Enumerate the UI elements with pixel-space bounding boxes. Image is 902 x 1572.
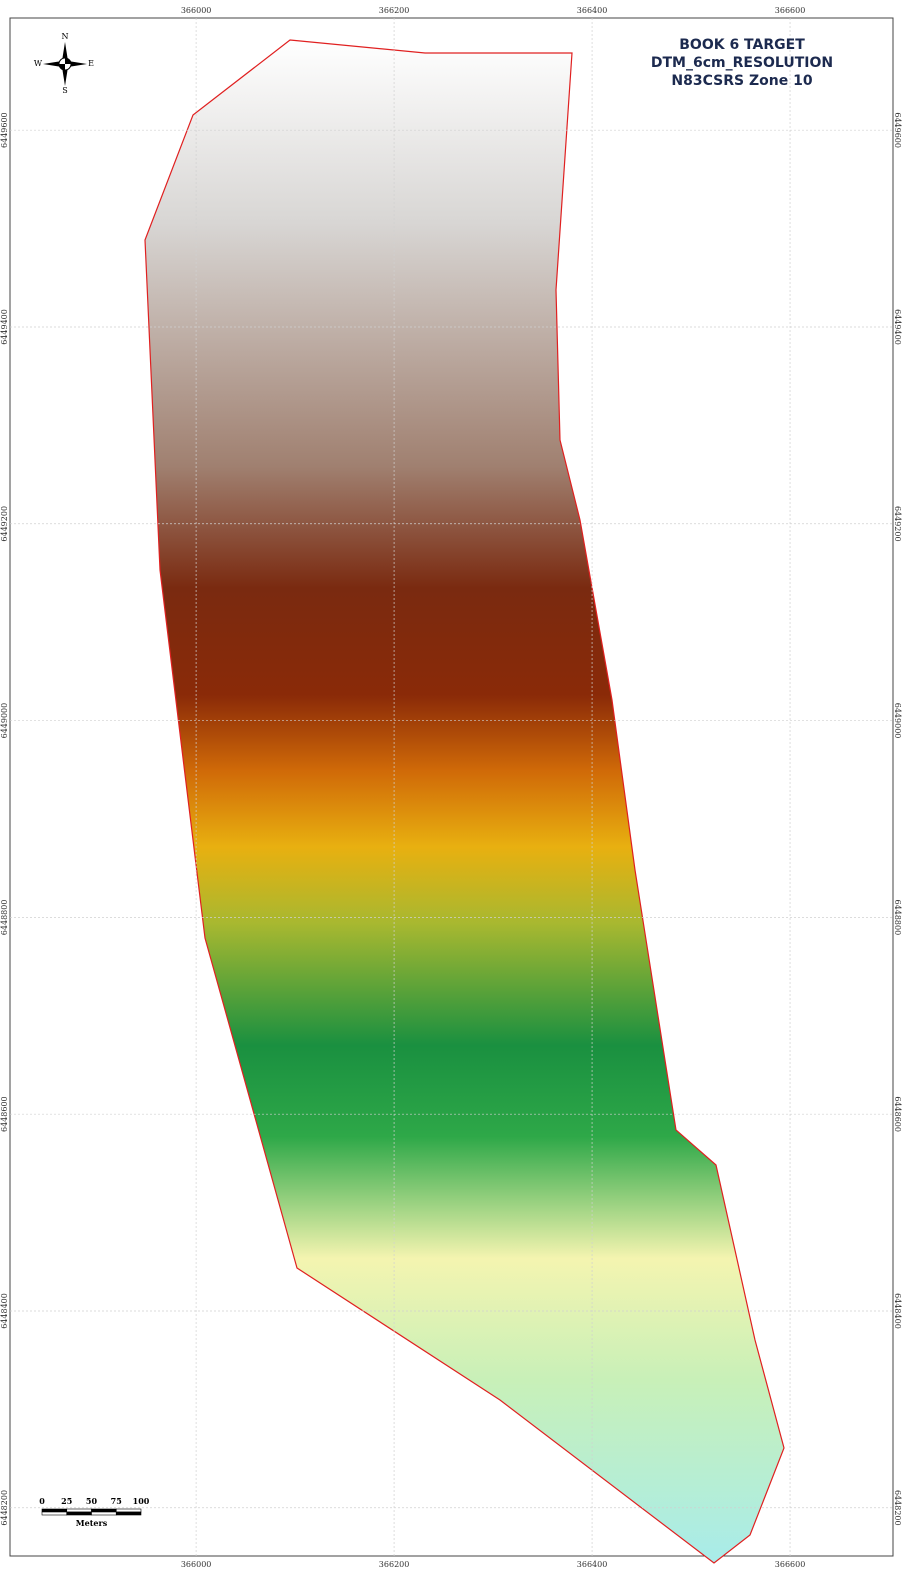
y-tick-label: 6448600: [0, 1096, 9, 1132]
y-tick-label: 6448800: [0, 900, 9, 936]
y-tick-label: 6448800: [893, 900, 902, 936]
scale-segment: [91, 1511, 117, 1516]
scale-segment: [115, 1511, 142, 1516]
scale-bar: 0 25 50 75 100 Meters: [39, 1496, 150, 1528]
y-tick-label: 6449600: [0, 112, 9, 148]
compass-label: E: [88, 59, 94, 68]
scale-segment: [66, 1511, 92, 1516]
compass-label: N: [62, 32, 69, 41]
y-tick-label: 6449600: [893, 112, 902, 148]
y-tick-label: 6448200: [0, 1490, 9, 1526]
compass-label: S: [62, 86, 67, 95]
scale-segment: [91, 1508, 117, 1513]
dem-area: [144, 39, 785, 1564]
x-tick-label: 366000: [181, 6, 212, 15]
x-tick-label: 366200: [379, 1560, 410, 1569]
x-tick-label: 366200: [379, 6, 410, 15]
scale-segment: [41, 1508, 68, 1513]
y-tick-label: 6449400: [0, 309, 9, 345]
x-tick-label: 366400: [577, 6, 608, 15]
y-tick-label: 6449200: [893, 506, 902, 542]
y-tick-label: 6449000: [0, 703, 9, 739]
y-tick-label: 6448400: [893, 1293, 902, 1329]
x-tick-label: 366400: [577, 1560, 608, 1569]
compass-label: W: [34, 59, 43, 68]
map-title: DTM_6cm_RESOLUTION: [651, 55, 833, 71]
x-tick-label: 366000: [181, 1560, 212, 1569]
y-tick-label: 6448400: [0, 1293, 9, 1329]
map-title: BOOK 6 TARGET: [679, 37, 805, 53]
x-tick-label: 366600: [775, 1560, 806, 1569]
scale-label: 100: [133, 1496, 150, 1506]
scale-segment: [66, 1508, 92, 1513]
scale-label: 50: [86, 1496, 98, 1506]
y-tick-label: 6448200: [893, 1490, 902, 1526]
grid: 366000 366000 366200 366200 366400 366400 3666…: [0, 6, 902, 1569]
y-tick-label: 6449400: [893, 309, 902, 345]
compass-center: [59, 58, 71, 70]
y-tick-label: 6449200: [0, 506, 9, 542]
y-tick-label: 6449000: [893, 703, 902, 739]
scale-label: 0: [39, 1496, 45, 1506]
y-tick-label: 6448600: [893, 1096, 902, 1132]
scale-segment: [41, 1511, 68, 1516]
map-title: N83CSRS Zone 10: [671, 73, 812, 89]
scale-unit: Meters: [76, 1518, 108, 1528]
scale-segment: [115, 1508, 142, 1513]
scale-label: 75: [111, 1496, 122, 1506]
compass: N S E W: [34, 32, 94, 95]
x-tick-label: 366600: [775, 6, 806, 15]
scale-label: 25: [61, 1496, 72, 1506]
